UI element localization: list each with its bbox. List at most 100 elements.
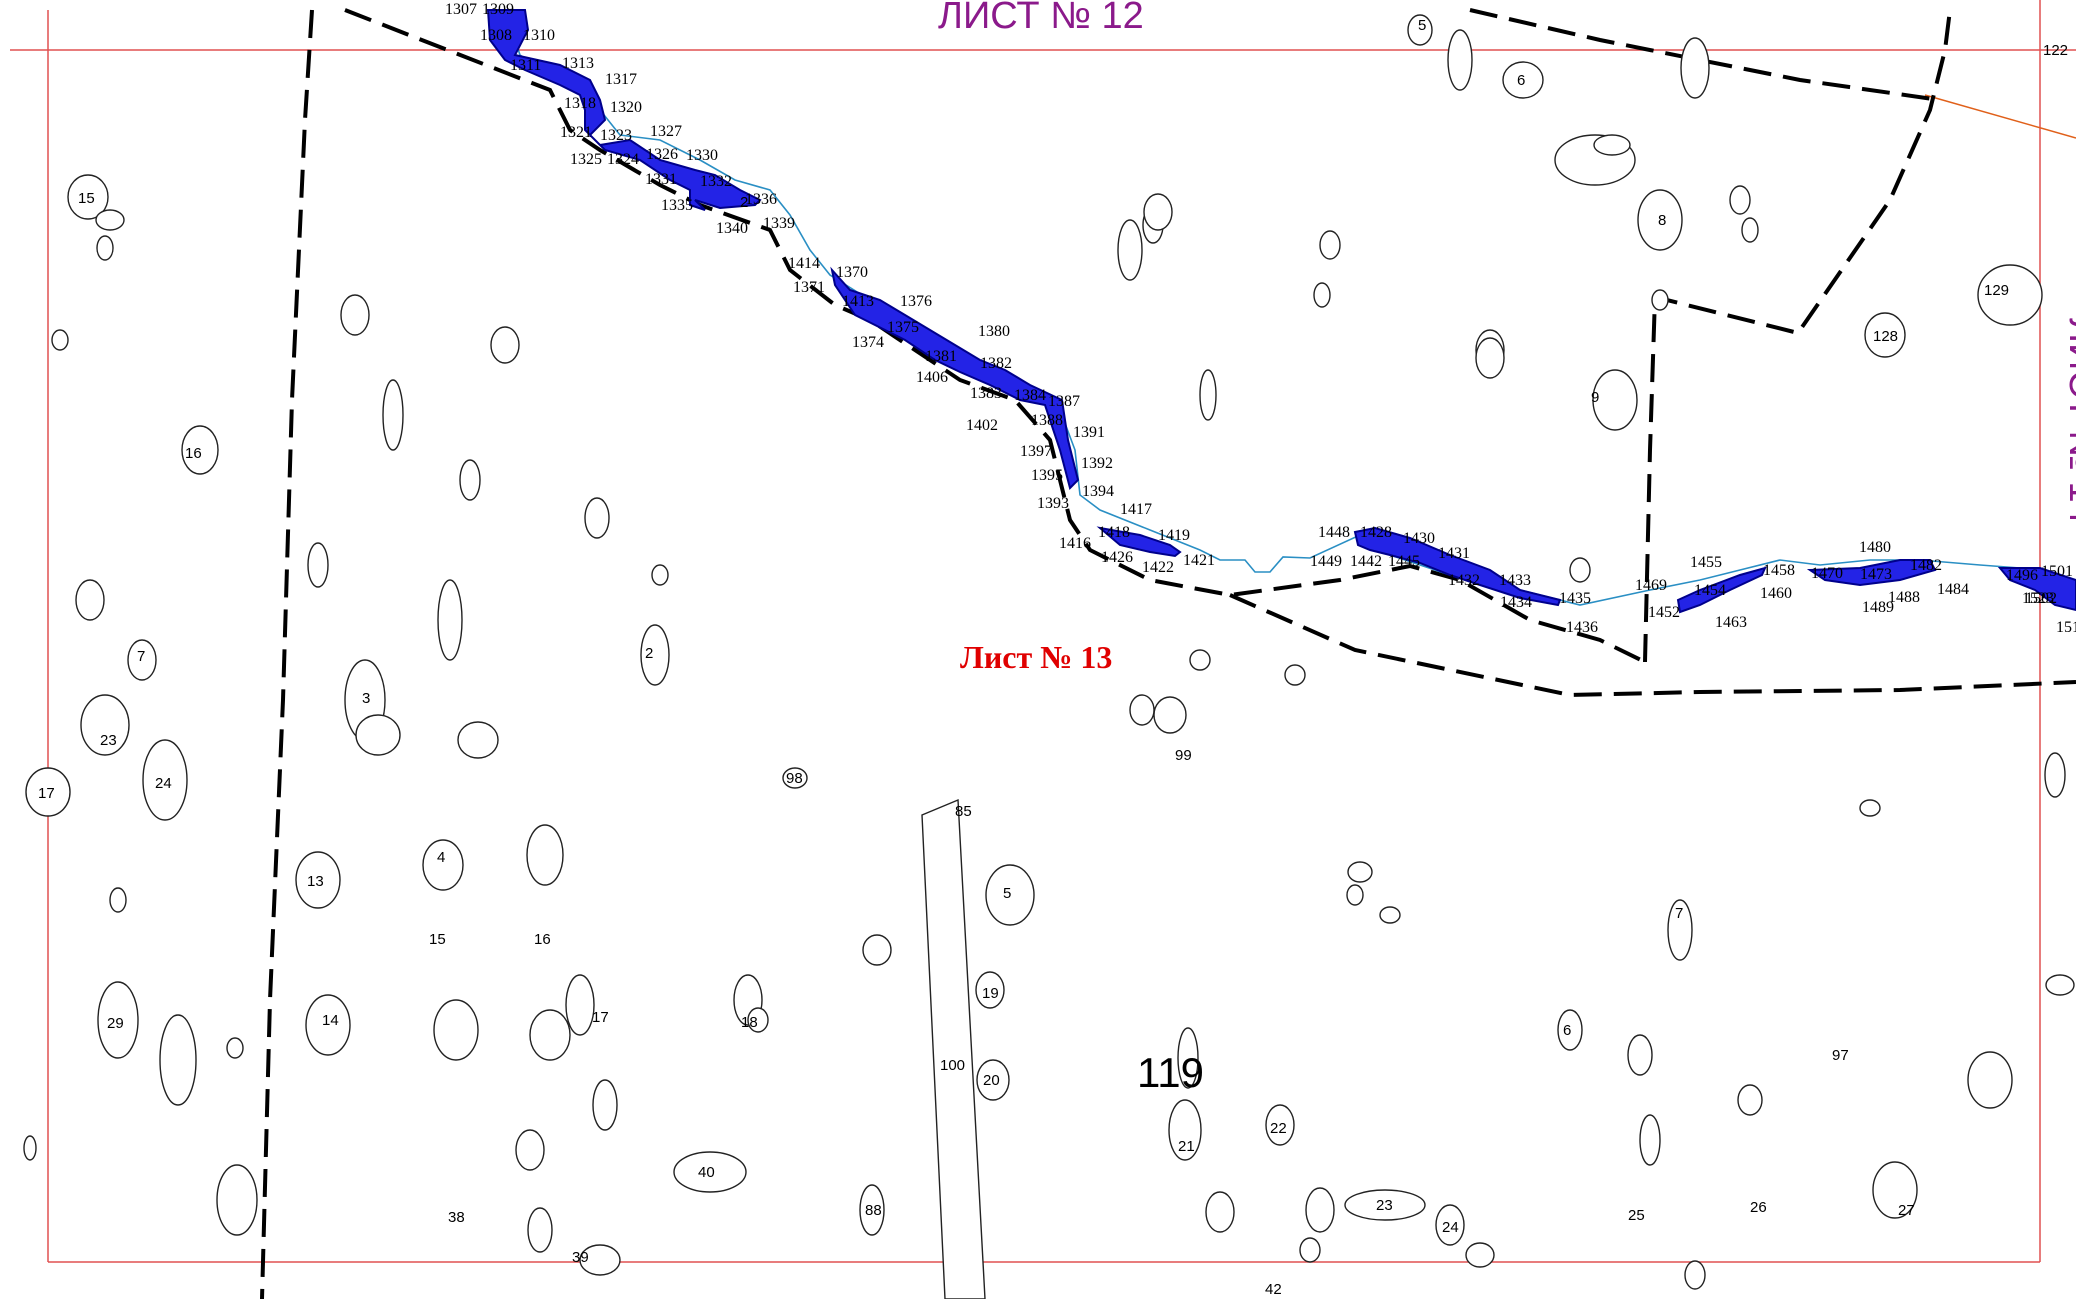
boundary-point-label: 1449 [1310, 553, 1342, 570]
boundary-point-label: 1388 [1031, 412, 1063, 429]
parcel-number-label: 19 [982, 985, 999, 1002]
parcel-number-label: 6 [1563, 1022, 1571, 1039]
boundary-point-label: 1460 [1760, 585, 1792, 602]
boundary-point-label: 1311 [510, 57, 541, 74]
boundary-lines [260, 8, 2076, 1299]
boundary-point-label: 1383 [970, 385, 1002, 402]
parcel-number-label: 25 [1628, 1207, 1645, 1224]
parcel-number-label: 21 [1178, 1138, 1195, 1155]
parcel-number-label: 42 [1265, 1281, 1282, 1298]
sheet-title-north: ЛИСТ № 12 [938, 0, 1144, 37]
boundary-point-label: 1480 [1859, 539, 1891, 556]
boundary-point-label: 1384 [1014, 387, 1046, 404]
parcel-number-label: 39 [572, 1249, 589, 1266]
boundary-point-label: 1313 [562, 55, 594, 72]
boundary-point-label: 1387 [1048, 393, 1080, 410]
boundary-point-label: 1442 [1350, 553, 1382, 570]
river-polygons [486, 9, 2076, 614]
parcel-number-label: 27 [1898, 1202, 1915, 1219]
boundary-point-label: 1454 [1694, 582, 1726, 599]
parcel-number-label: 5 [1003, 885, 1011, 902]
boundary-point-label: 1371 [793, 279, 825, 296]
boundary-point-label: 1413 [842, 293, 874, 310]
boundary-point-label: 1331 [645, 171, 677, 188]
parcel-number-label: 26 [1750, 1199, 1767, 1216]
boundary-point-label: 1330 [686, 147, 718, 164]
parcel-number-label: 98 [786, 770, 803, 787]
boundary-point-label: 1432 [1448, 572, 1480, 589]
boundary-point-label: 1488 [1888, 589, 1920, 606]
boundary-point-label: 1463 [1715, 614, 1747, 631]
boundary-point-label: 1430 [1403, 530, 1435, 547]
boundary-point-label: 1426 [1101, 549, 1133, 566]
parcel-number-label: 129 [1984, 282, 2009, 299]
boundary-point-label: 1317 [605, 71, 637, 88]
boundary-point-label: 1418 [1098, 524, 1130, 541]
boundary-point-label: 1374 [852, 334, 884, 351]
boundary-point-label: 1394 [1082, 483, 1114, 500]
boundary-point-label: 1340 [716, 220, 748, 237]
road-strip [921, 798, 986, 1299]
boundary-point-label: 1382 [980, 355, 1012, 372]
boundary-point-label: 1402 [966, 417, 998, 434]
boundary-point-label: 1502 [2025, 590, 2057, 607]
parcel-number-label: 40 [698, 1164, 715, 1181]
boundary-point-label: 1370 [836, 264, 868, 281]
boundary-point-label: 1417 [1120, 501, 1152, 518]
boundary-point-label: 1321 [560, 124, 592, 141]
boundary-point-label: 1327 [650, 123, 682, 140]
boundary-point-label: 1433 [1499, 572, 1531, 589]
parcel-number-label: 7 [1675, 905, 1683, 922]
boundary-point-label: 1448 [1318, 524, 1350, 541]
sheet-title-current: Лист № 13 [960, 639, 1112, 675]
boundary-point-label: 1469 [1635, 577, 1667, 594]
block-number: 119 [1137, 1049, 1204, 1096]
parcel-number-label: 88 [865, 1202, 882, 1219]
boundary-point-label: 1523 [2022, 590, 2054, 607]
boundary-point-label: 1434 [1500, 594, 1532, 611]
boundary-point-label: 1419 [1158, 527, 1190, 544]
boundary-point-label: 1375 [887, 319, 919, 336]
boundary-point-label: 1470 [1811, 565, 1843, 582]
parcel-number-label: 99 [1175, 747, 1192, 764]
parcel-number-label: 15 [78, 190, 95, 207]
boundary-point-label: 1496 [2006, 567, 2038, 584]
parcel-number-label: 14 [322, 1012, 339, 1029]
parcel-outlines [23, 14, 2075, 1290]
boundary-point-label: 1332 [700, 173, 732, 190]
parcel-number-label: 24 [155, 775, 172, 792]
boundary-point-label: 1307 [445, 1, 477, 18]
boundary-point-label: 1392 [1081, 455, 1113, 472]
parcel-number-label: 18 [741, 1014, 758, 1031]
boundary-point-label: 1482 [1910, 557, 1942, 574]
parcel-number-label: 97 [1832, 1047, 1849, 1064]
sheet-frame [10, 0, 2076, 1263]
boundary-point-label: 1452 [1648, 604, 1680, 621]
boundary-point-label: 1436 [1566, 619, 1598, 636]
boundary-point-label: 1422 [1142, 559, 1174, 576]
corner-label: 122 [2043, 42, 2068, 59]
boundary-point-label: 1510 [2056, 619, 2076, 636]
boundary-point-label: 1391 [1073, 424, 1105, 441]
stream-line [504, 9, 2076, 606]
boundary-point-label: 1325 [570, 151, 602, 168]
parcel-number-label: 17 [38, 785, 55, 802]
boundary-point-label: 1381 [925, 348, 957, 365]
parcel-number-label: 2 [740, 194, 748, 211]
boundary-point-label: 1458 [1763, 562, 1795, 579]
parcel-number-label: 17 [592, 1009, 609, 1026]
boundary-point-label: 1406 [916, 369, 948, 386]
parcel-number-label: 3 [362, 690, 370, 707]
parcel-number-label: 6 [1517, 72, 1525, 89]
boundary-point-label: 1320 [610, 99, 642, 116]
boundary-point-label: 1326 [646, 146, 678, 163]
parcel-number-label: 23 [1376, 1197, 1393, 1214]
parcel-number-label: 85 [955, 803, 972, 820]
parcel-number-label: 8 [1658, 212, 1666, 229]
boundary-point-label: 1339 [763, 215, 795, 232]
boundary-point-label: 1501 [2041, 563, 2073, 580]
parcel-number-label: 20 [983, 1072, 1000, 1089]
boundary-point-label: 1395 [1031, 467, 1063, 484]
